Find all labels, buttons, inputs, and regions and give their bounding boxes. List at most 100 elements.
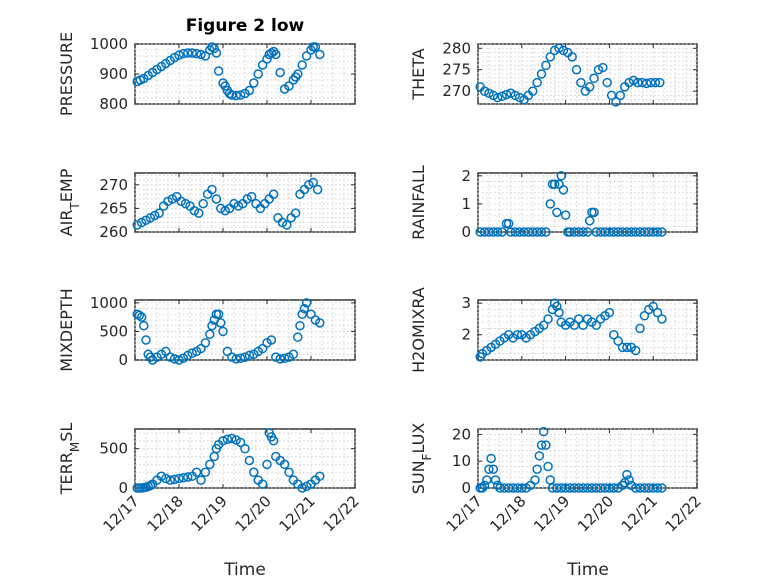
data-point-theta <box>541 60 551 71</box>
data-point-air_temp <box>290 208 301 218</box>
data-point-pressure <box>235 90 246 100</box>
data-point-pressure <box>213 66 224 76</box>
data-point-rainfall <box>549 179 560 189</box>
data-point-h2omixra <box>617 342 628 353</box>
data-point-mixdepth <box>231 354 241 364</box>
data-point-sun_flux <box>648 483 658 493</box>
data-point-rainfall <box>626 227 637 237</box>
data-point-rainfall <box>484 227 494 237</box>
data-point-sun_flux <box>587 483 597 493</box>
data-point-rainfall <box>578 227 588 237</box>
data-point-rainfall <box>595 227 606 237</box>
x-axis-label-right: Time <box>566 560 609 580</box>
data-point-pressure <box>275 67 285 78</box>
data-point-theta <box>571 64 582 75</box>
data-point-theta <box>528 86 538 96</box>
data-point-rainfall <box>617 227 628 237</box>
x-tick-label: 12/20 <box>574 492 617 535</box>
data-point-mixdepth <box>174 355 184 365</box>
y-tick-label: 3 <box>461 294 471 312</box>
data-point-h2omixra <box>591 320 602 331</box>
data-point-pressure <box>224 88 235 99</box>
data-point-pressure <box>209 43 219 54</box>
y-tick-label: 270 <box>99 176 128 194</box>
data-point-terr_msl <box>284 467 294 478</box>
data-point-mixdepth <box>141 335 151 345</box>
data-point-rainfall <box>582 227 593 237</box>
data-point-sun_flux <box>617 480 628 491</box>
data-point-air_temp <box>198 198 208 209</box>
data-point-sun_flux <box>582 483 593 493</box>
data-point-air_temp <box>211 194 222 204</box>
y-tick-label: 1 <box>461 195 471 213</box>
data-point-rainfall <box>532 227 542 237</box>
data-point-pressure <box>262 54 272 64</box>
data-point-terr_msl <box>169 474 180 485</box>
y-axis-label-theta: THETA <box>409 48 428 100</box>
data-point-mixdepth <box>299 303 310 314</box>
data-point-mixdepth <box>271 352 281 362</box>
y-axis-label-pressure: PRESSURE <box>57 32 76 116</box>
data-point-h2omixra <box>569 320 580 331</box>
subplot-terr_msl: 0 500 12/17 12/18 12/19 12/20 12/21 12/22 TERRMS… <box>57 423 363 536</box>
data-point-rainfall <box>556 171 566 181</box>
data-point-theta <box>532 77 542 88</box>
data-point-sun_flux <box>490 475 501 485</box>
y-tick-label: 900 <box>99 65 128 83</box>
data-point-mixdepth <box>213 309 224 320</box>
data-point-air_temp <box>194 208 204 218</box>
data-point-rainfall <box>609 227 619 237</box>
y-tick-label: 1000 <box>90 294 128 312</box>
data-point-pressure <box>227 90 237 100</box>
y-axis-label-h2omixra: H2OMIXRA <box>409 287 428 373</box>
data-point-rainfall <box>652 227 663 237</box>
data-point-theta <box>602 77 612 88</box>
data-point-rainfall <box>600 227 610 237</box>
y-tick-label: 0 <box>118 479 128 497</box>
data-point-sun_flux <box>591 483 602 493</box>
data-point-h2omixra <box>543 314 553 324</box>
data-point-rainfall <box>569 227 580 237</box>
data-point-sun_flux <box>541 440 551 450</box>
data-point-sun_flux <box>484 464 494 474</box>
data-point-theta <box>611 97 621 107</box>
data-point-theta <box>655 77 665 88</box>
data-point-theta <box>484 88 494 99</box>
y-tick-label: 800 <box>99 95 128 113</box>
data-point-sun_flux <box>486 453 496 464</box>
data-point-mixdepth <box>200 338 211 348</box>
y-tick-label: 500 <box>99 322 128 340</box>
data-point-rainfall <box>644 227 654 237</box>
data-point-pressure <box>196 49 206 60</box>
data-point-theta <box>545 52 556 62</box>
data-point-sun_flux <box>499 483 510 493</box>
data-point-mixdepth <box>288 349 299 360</box>
data-point-rainfall <box>510 227 520 237</box>
data-point-rainfall <box>475 227 485 237</box>
data-point-rainfall <box>514 227 525 237</box>
data-point-sun_flux <box>479 480 490 491</box>
y-tick-label: 500 <box>99 440 128 458</box>
y-axis-label-terr_msl: TERRMSL <box>57 423 82 496</box>
data-point-mixdepth <box>139 320 149 331</box>
data-point-mixdepth <box>244 350 255 361</box>
data-point-theta <box>598 62 608 73</box>
subplot-pressure: 800 900 1000 PRESSURE <box>57 32 356 116</box>
data-point-pressure <box>271 49 281 60</box>
data-point-theta <box>488 90 499 101</box>
data-point-h2omixra <box>622 342 632 353</box>
data-point-theta <box>593 64 604 75</box>
data-point-pressure <box>207 42 217 52</box>
data-point-pressure <box>301 51 312 61</box>
data-point-rainfall <box>565 227 575 237</box>
data-point-rainfall <box>657 227 667 237</box>
data-point-sun_flux <box>600 483 610 493</box>
data-point-mixdepth <box>218 326 228 337</box>
data-point-rainfall <box>488 227 499 237</box>
data-point-rainfall <box>584 216 595 226</box>
data-point-mixdepth <box>136 312 147 322</box>
data-point-sun_flux <box>657 483 667 493</box>
x-tick-label: 12/17 <box>443 492 486 535</box>
data-point-h2omixra <box>578 320 588 331</box>
data-point-mixdepth <box>293 332 303 342</box>
